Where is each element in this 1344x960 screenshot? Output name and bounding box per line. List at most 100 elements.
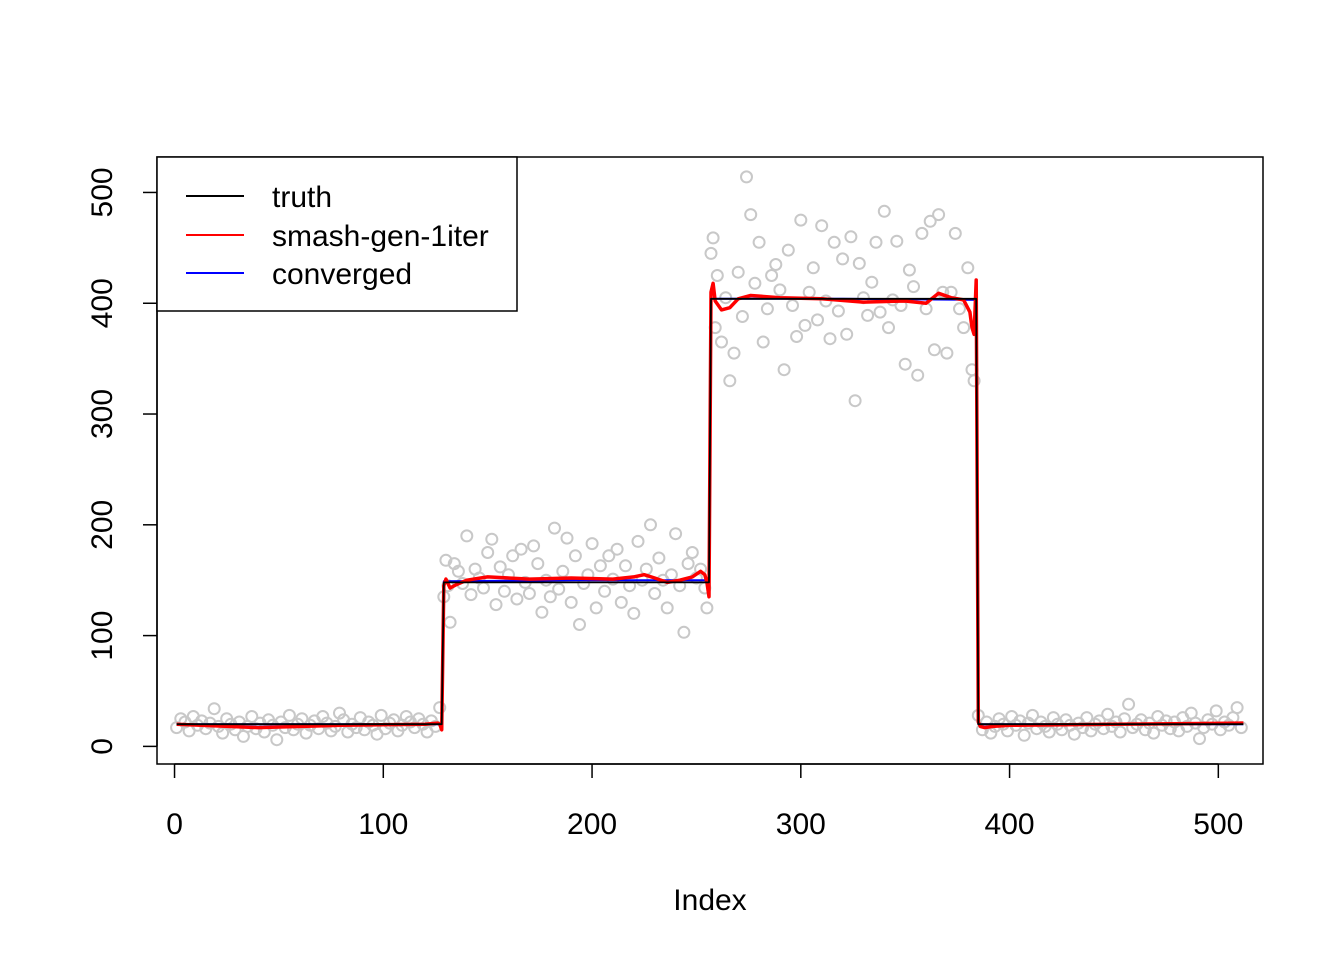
data-point — [1067, 727, 1081, 741]
data-point — [664, 568, 678, 582]
data-point — [510, 592, 524, 606]
data-point — [719, 291, 733, 305]
data-point — [1113, 725, 1127, 739]
data-point — [844, 230, 858, 244]
y-axis: 0 100 200 300 400 500 — [86, 167, 158, 755]
data-point — [1193, 732, 1206, 746]
data-point — [815, 219, 829, 233]
data-point — [836, 252, 850, 266]
data-point — [477, 581, 490, 595]
data-point — [694, 562, 708, 576]
y-tick-label: 500 — [86, 167, 119, 217]
data-point — [727, 346, 741, 360]
data-point — [890, 234, 904, 248]
data-point — [619, 559, 632, 573]
data-point — [489, 598, 503, 612]
data-point — [848, 394, 862, 408]
data-point — [460, 529, 474, 543]
data-point — [953, 302, 966, 316]
data-point — [861, 308, 875, 322]
data-point — [527, 539, 541, 553]
data-point — [639, 562, 653, 576]
data-point — [648, 587, 662, 600]
data-point — [923, 214, 937, 228]
data-point — [1209, 704, 1223, 718]
data-point — [644, 518, 657, 532]
series-line-smash-gen-1iter — [176, 278, 1244, 732]
data-point — [493, 560, 507, 574]
data-point — [669, 527, 683, 541]
x-tick-label: 0 — [166, 808, 183, 841]
data-point — [1122, 697, 1136, 711]
series-line-truth — [176, 297, 1244, 726]
data-point — [552, 582, 566, 596]
data-point — [967, 374, 981, 388]
data-point — [556, 564, 570, 578]
data-point — [735, 310, 749, 323]
x-tick-label: 200 — [567, 808, 617, 841]
data-point — [706, 231, 720, 245]
data-point — [589, 601, 603, 615]
x-tick-label: 400 — [985, 808, 1035, 841]
legend-label-converged: converged — [272, 258, 412, 291]
data-point — [481, 546, 495, 559]
data-point — [548, 521, 561, 535]
data-point — [602, 549, 616, 563]
data-point — [564, 595, 578, 609]
data-point — [497, 584, 511, 598]
data-point — [627, 606, 641, 620]
data-point — [522, 587, 536, 600]
data-point — [535, 605, 549, 619]
legend-label-truth: truth — [272, 181, 332, 214]
data-point — [710, 269, 724, 282]
data-point — [823, 332, 837, 346]
data-point — [831, 304, 845, 318]
data-point — [439, 553, 453, 567]
data-point — [773, 283, 787, 297]
data-point — [1017, 728, 1031, 742]
data-point — [802, 285, 816, 299]
data-point — [652, 551, 666, 565]
data-point — [568, 549, 582, 563]
data-point — [731, 265, 745, 279]
data-point — [598, 584, 612, 598]
data-point — [794, 213, 808, 227]
data-point — [631, 534, 645, 548]
data-point — [207, 702, 221, 716]
data-point — [752, 235, 766, 249]
y-tick-label: 100 — [86, 611, 119, 661]
data-point — [443, 615, 457, 629]
data-point — [1147, 726, 1161, 740]
data-point — [677, 625, 691, 639]
data-point — [270, 733, 284, 747]
data-point — [316, 710, 330, 723]
data-point — [740, 170, 753, 184]
x-tick-label: 500 — [1193, 808, 1243, 841]
data-point — [681, 557, 695, 571]
data-point — [940, 346, 954, 360]
data-point — [374, 708, 388, 722]
legend-label-smash: smash-gen-1iter — [272, 220, 489, 253]
data-point — [506, 549, 520, 563]
data-point — [704, 246, 718, 260]
x-tick-label: 100 — [358, 808, 408, 841]
data-point — [245, 710, 259, 723]
data-point — [685, 546, 699, 559]
data-point — [485, 532, 499, 546]
data-point — [660, 601, 674, 615]
data-point — [840, 327, 854, 341]
data-point — [882, 321, 895, 335]
data-point — [610, 542, 624, 556]
data-point — [700, 601, 714, 615]
data-point — [865, 275, 879, 289]
data-point — [723, 374, 737, 388]
data-point — [715, 335, 728, 349]
data-point — [744, 208, 758, 222]
data-point — [852, 256, 866, 270]
data-point — [827, 235, 841, 249]
data-point — [898, 357, 912, 371]
data-point — [902, 263, 916, 277]
data-point — [806, 261, 820, 275]
data-point — [915, 226, 929, 240]
